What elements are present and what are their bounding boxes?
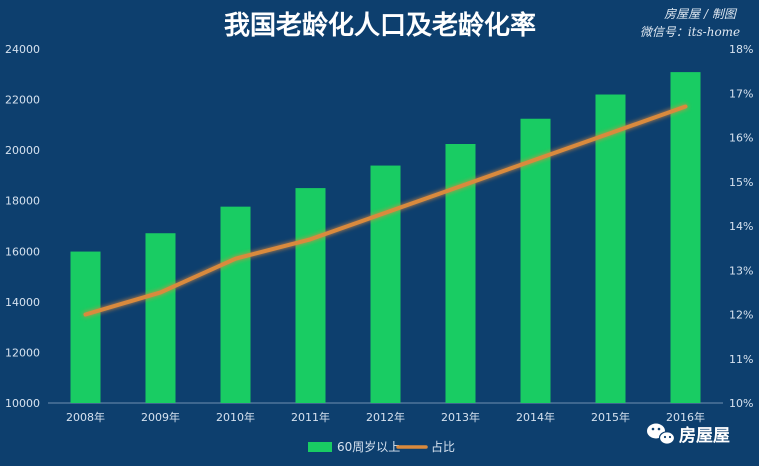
brand-watermark: 房屋屋 [647,423,730,446]
x-tick-label: 2013年 [441,410,480,424]
line-point [384,211,387,215]
left-tick-label: 20000 [5,144,40,157]
left-tick-label: 16000 [5,245,40,258]
legend: 60周岁以上 占比 [308,439,455,454]
right-tick-label: 18% [729,43,753,56]
chart-title: 我国老龄化人口及老龄化率 [224,10,536,41]
left-tick-label: 22000 [5,94,40,107]
bar [145,233,176,403]
wechat-icon [647,423,676,445]
bar [670,72,701,403]
left-axis-ticks: 10000 12000 14000 16000 18000 20000 22000 24000 [5,43,40,410]
credit-line-1: 房屋屋 / 制图 [664,7,738,21]
left-tick-label: 12000 [5,346,40,359]
brand-name: 房屋屋 [679,425,730,446]
right-tick-label: 11% [729,353,753,366]
x-tick-label: 2016年 [666,410,705,424]
line-point [534,158,537,162]
x-axis-ticks: 2008年 2009年 2010年 2011年 2012年 2013年 2014年 2015年… [66,410,705,424]
x-tick-label: 2014年 [516,410,555,424]
x-tick-label: 2012年 [366,410,405,424]
x-tick-label: 2009年 [141,410,180,424]
legend-swatch-bar [308,442,332,452]
legend-label-bar: 60周岁以上 [337,439,400,454]
x-tick-label: 2011年 [291,410,330,424]
right-axis-ticks: 10% 11% 12% 13% 14% 15% 16% 17% 18% [729,43,753,410]
credit-line-2: 微信号：its-home [640,25,740,39]
line-point [309,237,312,241]
line-series [83,104,688,317]
right-tick-label: 14% [729,220,753,233]
x-tick-label: 2015年 [591,410,630,424]
line-point [459,184,462,188]
left-tick-label: 14000 [5,296,40,309]
left-tick-label: 24000 [5,43,40,56]
bar-series [70,72,701,404]
right-tick-label: 13% [729,264,753,277]
bar [220,206,251,403]
bar [595,94,626,403]
line-point [609,131,612,135]
right-tick-label: 10% [729,397,753,410]
left-tick-label: 18000 [5,195,40,208]
right-tick-label: 17% [729,87,753,100]
legend-label-line: 占比 [431,439,455,454]
line-point [684,105,687,109]
right-tick-label: 12% [729,309,753,322]
bar [295,188,326,403]
x-tick-label: 2008年 [66,410,105,424]
right-tick-label: 16% [729,132,753,145]
bar [520,118,551,403]
right-tick-label: 15% [729,176,753,189]
left-tick-label: 10000 [5,397,40,410]
line-point [84,313,87,316]
bar [370,165,401,403]
line-point [234,257,237,261]
line-point [159,290,162,294]
x-tick-label: 2010年 [216,410,255,424]
bar [70,251,101,403]
